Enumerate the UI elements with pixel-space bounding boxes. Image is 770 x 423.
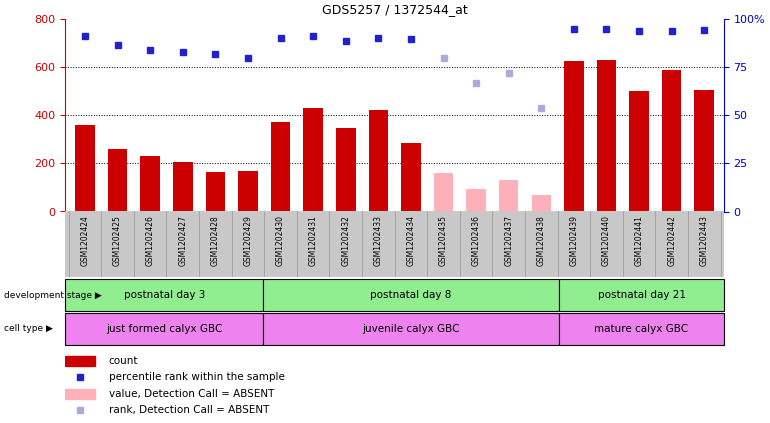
Text: percentile rank within the sample: percentile rank within the sample (109, 372, 284, 382)
Text: postnatal day 21: postnatal day 21 (598, 290, 685, 300)
Text: cell type ▶: cell type ▶ (4, 324, 52, 333)
Bar (662, 69, 681, 212)
Bar (564, 61, 584, 212)
Bar (65, 313, 263, 345)
Text: GSM1202424: GSM1202424 (81, 215, 89, 266)
Bar (531, 195, 551, 212)
Bar (173, 162, 192, 212)
Bar (271, 123, 290, 212)
Bar (108, 149, 127, 212)
Bar (559, 279, 724, 311)
Text: rank, Detection Call = ABSENT: rank, Detection Call = ABSENT (109, 405, 269, 415)
Text: value, Detection Call = ABSENT: value, Detection Call = ABSENT (109, 389, 274, 398)
Text: GSM1202429: GSM1202429 (243, 215, 253, 266)
Bar (597, 60, 616, 212)
Bar (263, 313, 559, 345)
Text: GSM1202442: GSM1202442 (667, 215, 676, 266)
Text: GSM1202433: GSM1202433 (373, 215, 383, 266)
Text: development stage ▶: development stage ▶ (4, 291, 102, 299)
Text: count: count (109, 356, 138, 366)
Text: GSM1202436: GSM1202436 (471, 215, 480, 266)
Text: GSM1202432: GSM1202432 (341, 215, 350, 266)
Text: GSM1202437: GSM1202437 (504, 215, 513, 266)
Bar (65, 279, 263, 311)
Text: GSM1202428: GSM1202428 (211, 215, 220, 266)
Text: postnatal day 8: postnatal day 8 (370, 290, 452, 300)
Bar (336, 129, 356, 212)
Bar (467, 189, 486, 212)
Bar (434, 173, 454, 212)
Text: just formed calyx GBC: just formed calyx GBC (106, 324, 223, 334)
Bar (559, 313, 724, 345)
Text: GSM1202435: GSM1202435 (439, 215, 448, 266)
Text: GSM1202430: GSM1202430 (276, 215, 285, 266)
Title: GDS5257 / 1372544_at: GDS5257 / 1372544_at (322, 3, 467, 16)
Text: GSM1202441: GSM1202441 (634, 215, 644, 266)
Bar (629, 91, 649, 212)
Text: postnatal day 3: postnatal day 3 (123, 290, 205, 300)
Text: GSM1202425: GSM1202425 (113, 215, 122, 266)
Bar (206, 172, 225, 212)
Bar (65, 389, 95, 398)
Text: GSM1202439: GSM1202439 (569, 215, 578, 266)
Bar (303, 108, 323, 212)
Text: GSM1202427: GSM1202427 (179, 215, 187, 266)
Text: GSM1202434: GSM1202434 (407, 215, 416, 266)
Bar (369, 110, 388, 212)
Text: juvenile calyx GBC: juvenile calyx GBC (363, 324, 460, 334)
Bar (263, 279, 559, 311)
Bar (75, 125, 95, 212)
Bar (401, 143, 420, 212)
Text: GSM1202440: GSM1202440 (602, 215, 611, 266)
Bar (140, 156, 160, 212)
Bar (499, 180, 518, 212)
Bar (238, 170, 258, 212)
Text: mature calyx GBC: mature calyx GBC (594, 324, 688, 334)
Bar (695, 90, 714, 212)
Bar (65, 356, 95, 366)
Text: GSM1202431: GSM1202431 (309, 215, 318, 266)
Text: GSM1202426: GSM1202426 (146, 215, 155, 266)
Text: GSM1202443: GSM1202443 (700, 215, 708, 266)
Text: GSM1202438: GSM1202438 (537, 215, 546, 266)
